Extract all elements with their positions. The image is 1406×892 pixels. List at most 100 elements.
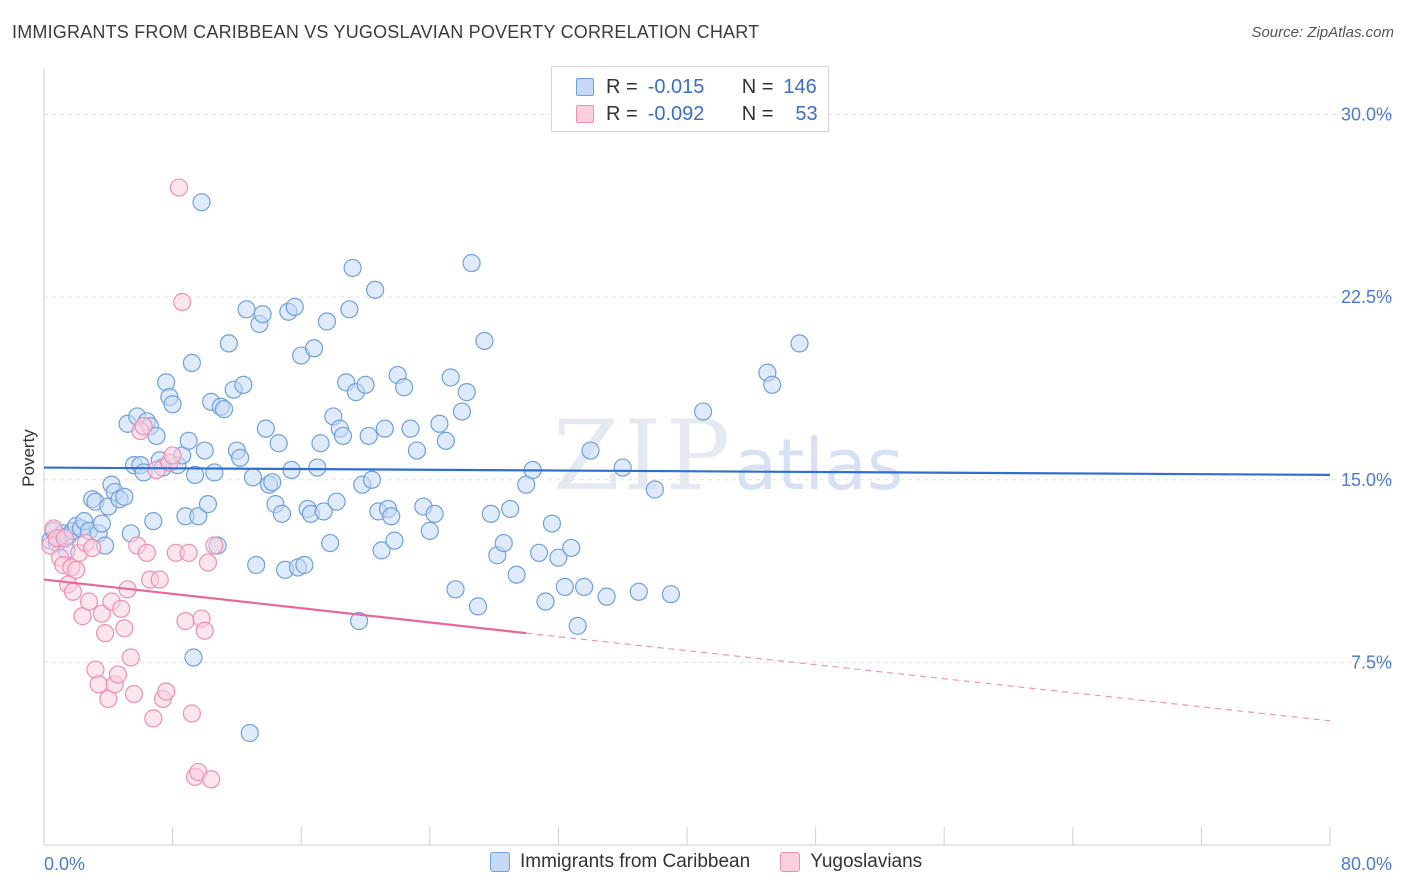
- series-swatch-yugoslavian: [780, 852, 801, 872]
- caribbean-point: [343, 258, 362, 278]
- yugoslavian-point: [115, 619, 134, 638]
- caribbean-point: [436, 431, 455, 450]
- yugoslavian-point: [83, 538, 102, 558]
- caribbean-point: [475, 331, 494, 351]
- caribbean-point: [263, 473, 282, 492]
- yugoslavian-point: [150, 570, 169, 589]
- source-label: Source: ZipAtlas.com: [1251, 24, 1394, 41]
- caribbean-point: [186, 465, 205, 484]
- series-label-yugoslavian: Yugoslavians: [810, 851, 923, 872]
- x-tick-label: 80.0%: [1341, 854, 1392, 874]
- series-swatch-caribbean: [490, 852, 510, 872]
- y-tick-label: 22.5%: [1341, 287, 1392, 307]
- caribbean-point: [468, 597, 488, 616]
- yugoslavian-trend-extension: [526, 632, 1331, 722]
- caribbean-point: [501, 499, 520, 519]
- caribbean-point: [308, 458, 327, 477]
- yugoslavian-point: [163, 446, 182, 465]
- caribbean-point: [333, 426, 353, 446]
- caribbean-point: [214, 400, 234, 419]
- caribbean-point: [256, 419, 275, 438]
- caribbean-point: [285, 297, 304, 316]
- caribbean-point: [240, 723, 259, 743]
- caribbean-point: [507, 565, 526, 584]
- yugoslavian-point: [112, 599, 131, 618]
- caribbean-point: [425, 504, 444, 523]
- caribbean-point: [356, 375, 375, 394]
- caribbean-point: [311, 434, 330, 453]
- caribbean-point: [295, 555, 314, 575]
- caribbean-point: [321, 533, 340, 553]
- caribbean-point: [359, 426, 378, 446]
- caribbean-point: [269, 434, 288, 453]
- caribbean-point: [115, 487, 134, 506]
- legend-n-value: 146: [783, 75, 817, 98]
- yugoslavian-point: [124, 684, 144, 704]
- caribbean-point: [446, 580, 465, 599]
- caribbean-point: [372, 541, 391, 560]
- y-axis-title: Poverty: [19, 429, 38, 487]
- caribbean-point: [327, 492, 346, 511]
- caribbean-point: [401, 419, 420, 438]
- yugoslavian-point: [157, 682, 176, 701]
- yugoslavian-point: [179, 543, 198, 562]
- caribbean-point: [234, 375, 253, 394]
- caribbean-point: [790, 334, 809, 353]
- caribbean-point: [237, 300, 256, 319]
- caribbean-point: [645, 480, 664, 499]
- caribbean-point: [366, 280, 385, 299]
- caribbean-point: [304, 339, 324, 358]
- yugoslavian-point: [169, 178, 189, 197]
- yugoslavian-point: [67, 560, 86, 579]
- yugoslavian-point: [89, 675, 108, 694]
- caribbean-point: [362, 470, 382, 489]
- yugoslavian-point: [195, 621, 214, 640]
- legend-row-caribbean: R = -0.015 N = 146: [576, 74, 817, 100]
- caribbean-point: [462, 253, 481, 273]
- caribbean-point: [349, 611, 369, 631]
- yugoslavian-point: [205, 536, 224, 555]
- caribbean-point: [179, 431, 198, 450]
- caribbean-point: [407, 441, 427, 460]
- caribbean-point: [549, 548, 568, 567]
- caribbean-point: [693, 402, 713, 421]
- caribbean-point: [568, 616, 587, 635]
- caribbean-point: [385, 531, 404, 550]
- x-tick-label: 0.0%: [44, 854, 85, 874]
- caribbean-point: [597, 587, 616, 606]
- legend-row-yugoslavian: R = -0.092 N = 53: [576, 101, 818, 127]
- caribbean-point: [198, 495, 218, 514]
- y-tick-label: 15.0%: [1341, 470, 1392, 490]
- y-tick-label: 7.5%: [1351, 652, 1392, 672]
- caribbean-point: [452, 402, 472, 421]
- caribbean-point: [272, 504, 292, 523]
- caribbean-point: [555, 577, 574, 596]
- legend-r-value: -0.092: [647, 102, 705, 125]
- caribbean-point: [394, 378, 414, 397]
- caribbean-point: [613, 458, 632, 477]
- caribbean-point: [562, 538, 581, 558]
- caribbean-point: [481, 504, 500, 523]
- series-legend-yugoslavian[interactable]: Yugoslavians: [780, 851, 922, 873]
- caribbean-point: [253, 305, 272, 324]
- yugoslavian-point: [121, 648, 140, 667]
- caribbean-point: [195, 441, 214, 460]
- y-tick-label: 30.0%: [1341, 105, 1392, 125]
- yugoslavian-point: [108, 665, 128, 684]
- caribbean-point: [542, 514, 562, 533]
- legend-n-label: N =: [741, 75, 774, 98]
- caribbean-point: [184, 648, 203, 667]
- watermark-atlas: atlas: [734, 424, 904, 506]
- yugoslavian-point: [137, 543, 156, 562]
- caribbean-point: [441, 368, 460, 387]
- series-legend-caribbean[interactable]: Immigrants from Caribbean: [490, 851, 750, 873]
- caribbean-point: [219, 334, 238, 353]
- yugoslavian-point: [55, 529, 74, 548]
- legend-n-label: N =: [741, 102, 774, 125]
- caribbean-point: [189, 507, 208, 526]
- caribbean-point: [629, 582, 648, 601]
- caribbean-point: [430, 414, 449, 433]
- caribbean-point: [314, 502, 333, 521]
- yugoslavian-point: [202, 770, 221, 789]
